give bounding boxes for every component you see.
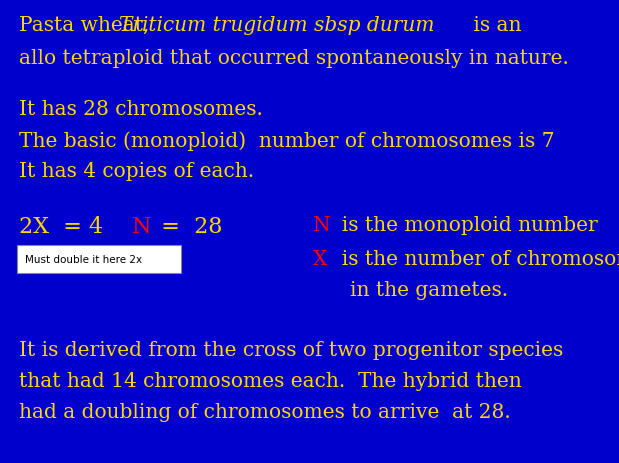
Text: had a doubling of chromosomes to arrive  at 28.: had a doubling of chromosomes to arrive … (19, 402, 510, 421)
Text: Must double it here 2x: Must double it here 2x (25, 255, 142, 264)
Text: is the number of chromosomes: is the number of chromosomes (329, 249, 619, 268)
Text: The basic (monoploid)  number of chromosomes is 7: The basic (monoploid) number of chromoso… (19, 131, 554, 150)
Text: Pasta wheat,: Pasta wheat, (19, 16, 155, 35)
Text: It has 28 chromosomes.: It has 28 chromosomes. (19, 100, 262, 119)
Text: is an: is an (467, 16, 522, 35)
Text: X: X (313, 249, 327, 268)
Text: It has 4 copies of each.: It has 4 copies of each. (19, 162, 254, 181)
Text: N: N (313, 215, 330, 234)
FancyBboxPatch shape (17, 245, 181, 274)
Text: allo tetraploid that occurred spontaneously in nature.: allo tetraploid that occurred spontaneou… (19, 49, 568, 68)
Text: in the gametes.: in the gametes. (350, 280, 508, 299)
Text: Triticum trugidum sbsp durum: Triticum trugidum sbsp durum (119, 16, 435, 35)
Text: that had 14 chromosomes each.  The hybrid then: that had 14 chromosomes each. The hybrid… (19, 371, 521, 390)
Text: =  28: = 28 (147, 215, 223, 237)
Text: It is derived from the cross of two progenitor species: It is derived from the cross of two prog… (19, 340, 563, 359)
Text: 2X  = 4: 2X = 4 (19, 215, 103, 237)
Text: N: N (132, 215, 152, 237)
Text: is the monoploid number: is the monoploid number (329, 215, 598, 234)
